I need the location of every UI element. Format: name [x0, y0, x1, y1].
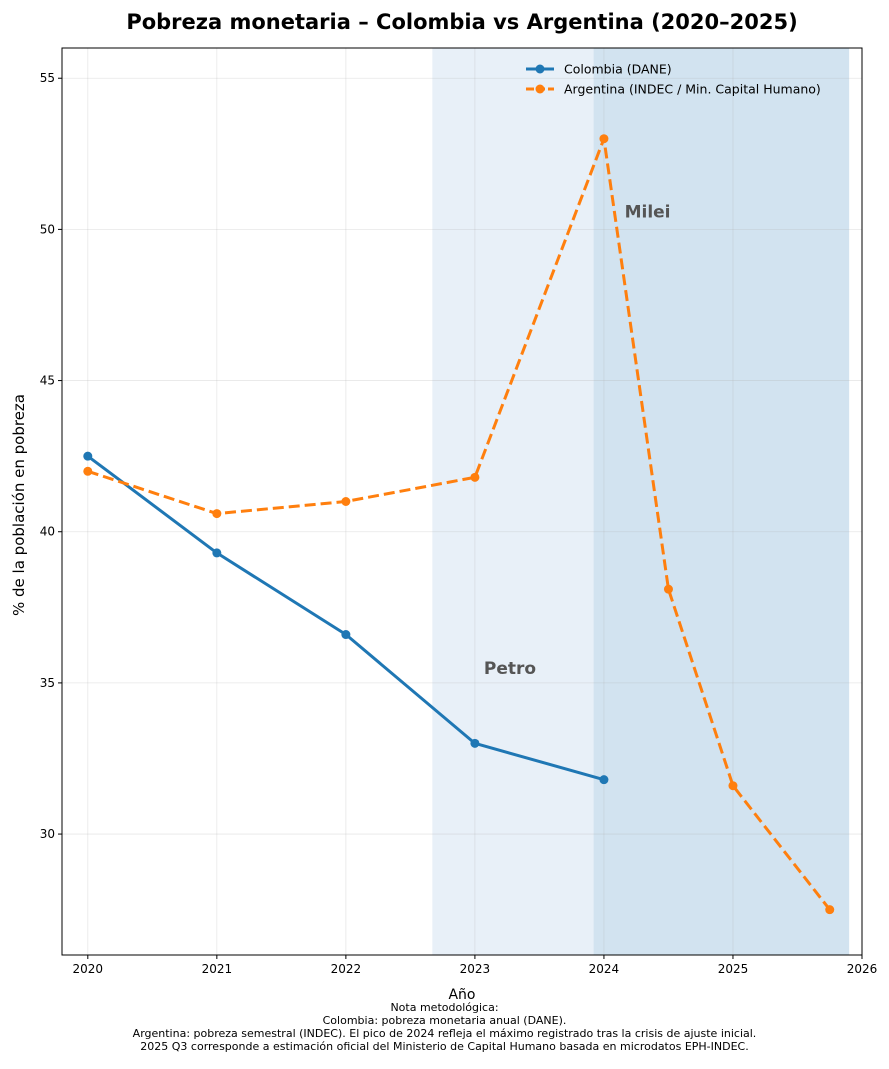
x-tick-label: 2023 [460, 962, 491, 976]
data-point-argentina [212, 509, 222, 519]
series-line-argentina [87, 137, 831, 911]
y-tick-label: 55 [40, 71, 55, 85]
shaded-period-milei [593, 48, 850, 955]
period-label-milei: Milei [625, 202, 671, 222]
legend-marker-argentina [535, 84, 545, 94]
y-tick-label: 30 [40, 827, 55, 841]
data-point-colombia [470, 738, 480, 748]
y-tick-label: 45 [40, 374, 55, 388]
x-tick-label: 2020 [73, 962, 104, 976]
footnote-heading: Nota metodológica: [390, 1001, 499, 1014]
legend-label-colombia: Colombia (DANE) [564, 62, 672, 77]
data-point-argentina [728, 781, 738, 791]
data-point-colombia [212, 548, 222, 558]
y-tick-label: 35 [40, 676, 55, 690]
period-label-petro: Petro [484, 659, 536, 679]
data-point-argentina [825, 905, 835, 915]
x-axis-label: Año [448, 987, 475, 1003]
data-point-colombia [341, 630, 351, 640]
y-axis-label: % de la población en pobreza [10, 394, 28, 616]
x-tick-label: 2021 [202, 962, 233, 976]
x-tick-label: 2024 [589, 962, 620, 976]
y-tick-label: 40 [40, 525, 55, 539]
data-point-colombia [599, 775, 609, 785]
legend-label-argentina: Argentina (INDEC / Min. Capital Humano) [564, 82, 821, 97]
data-point-argentina [470, 472, 480, 482]
footnote-argentina: Argentina: pobreza semestral (INDEC). El… [132, 1027, 757, 1040]
data-point-argentina [341, 497, 351, 506]
axes-frame [61, 47, 863, 956]
data-point-argentina [599, 134, 609, 144]
chart-title: Pobreza monetaria – Colombia vs Argentin… [126, 10, 797, 34]
x-tick-label: 2022 [331, 962, 362, 976]
y-tick-label: 50 [40, 222, 55, 236]
footnote-colombia: Colombia: pobreza monetaria anual (DANE)… [322, 1014, 567, 1027]
x-tick-label: 2026 [847, 962, 878, 976]
footnote-estimate: 2025 Q3 corresponde a estimación oficial… [140, 1040, 749, 1053]
legend-marker-colombia [535, 64, 545, 74]
footnote: Nota metodológica: Colombia: pobreza mon… [0, 1001, 889, 1053]
data-point-argentina [83, 466, 93, 476]
data-point-argentina [663, 584, 673, 594]
data-point-colombia [83, 451, 93, 461]
x-tick-label: 2025 [718, 962, 749, 976]
